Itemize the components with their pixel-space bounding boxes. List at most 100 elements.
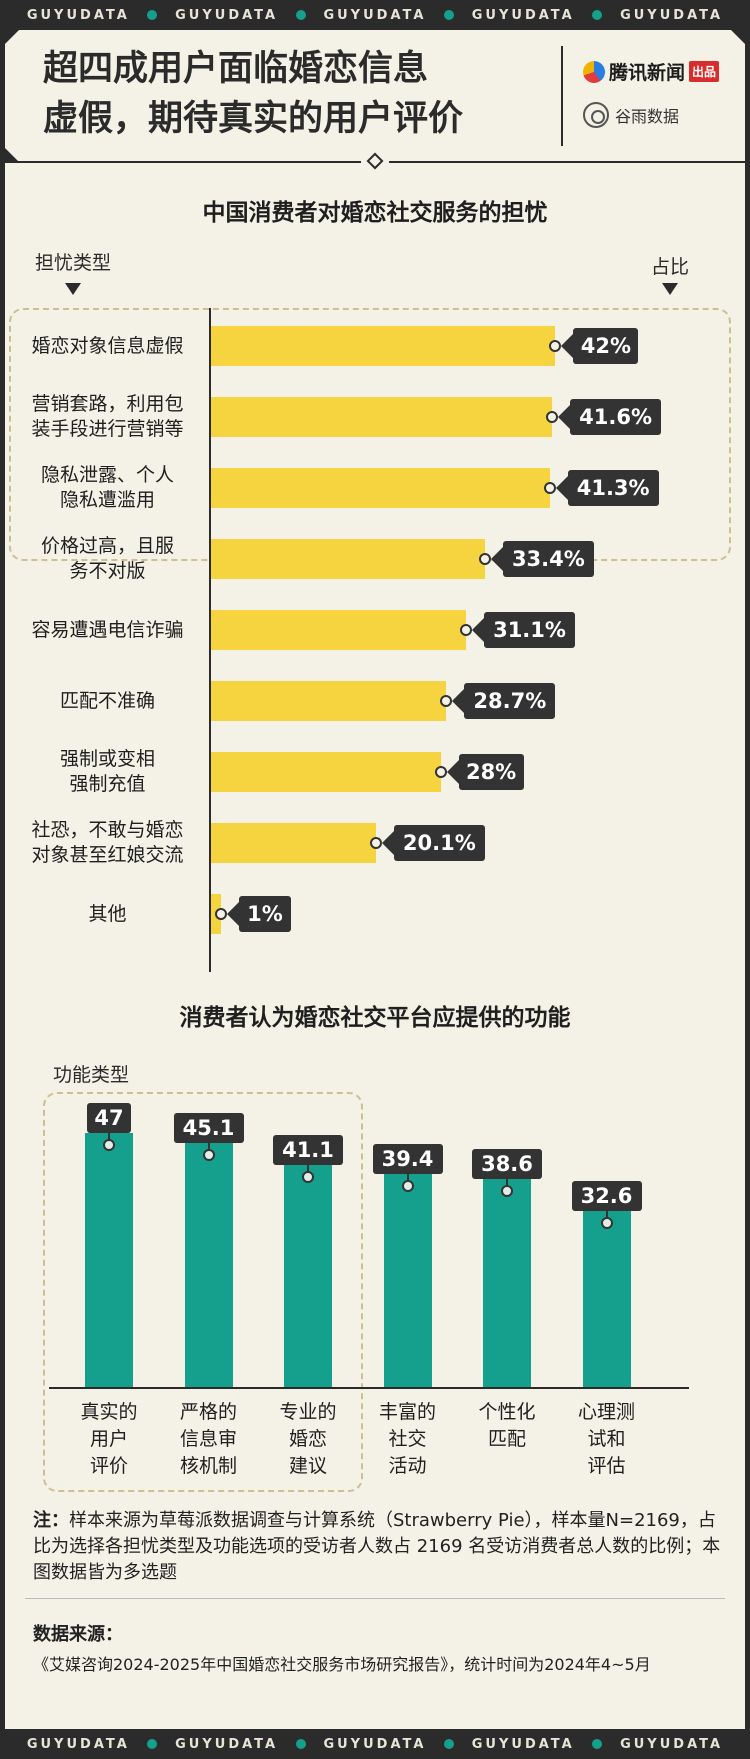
- bar: [582, 1210, 631, 1387]
- header-divider: [561, 46, 563, 146]
- infographic-panel: 超四成用户面临婚恋信息 虚假，期待真实的用户评价 腾讯新闻 出品 谷雨数据 中国…: [5, 30, 745, 1729]
- tencent-news-icon: [583, 60, 605, 83]
- header: 超四成用户面临婚恋信息 虚假，期待真实的用户评价 腾讯新闻 出品 谷雨数据: [5, 30, 745, 170]
- ribbon-dot-icon: [444, 1739, 455, 1749]
- source-text: 《艾媒咨询2024-2025年中国婚恋社交服务市场研究报告》，统计时间为2024…: [33, 1655, 651, 1674]
- value-label: 45.1: [173, 1113, 244, 1144]
- data-point-marker: [369, 837, 382, 849]
- category-label: 其他: [88, 902, 127, 925]
- title-line-1: 超四成用户面临婚恋信息: [43, 49, 429, 89]
- data-point-marker: [302, 1171, 314, 1184]
- category-label: 社恐，不敢与婚恋 对象甚至红娘交流: [31, 819, 184, 866]
- category-label: 隐私泄露、个人 隐私遭滥用: [40, 464, 174, 511]
- bar: [211, 681, 447, 721]
- ribbon-dot-icon: [592, 10, 603, 20]
- data-point-marker: [543, 482, 556, 494]
- ribbon-word: GUYUDATA: [323, 1736, 427, 1752]
- logo1-text: 腾讯新闻: [609, 62, 686, 84]
- bar: [211, 610, 467, 650]
- ribbon-dot-icon: [444, 10, 455, 20]
- value-label: 1%: [227, 896, 291, 932]
- value-connector: [108, 1133, 110, 1142]
- page-title: 超四成用户面临婚恋信息 虚假，期待真实的用户评价: [43, 44, 523, 144]
- data-point-marker: [546, 411, 559, 423]
- corner-decoration: [731, 30, 745, 44]
- data-point-marker: [103, 1139, 115, 1152]
- logo2-text: 谷雨数据: [615, 107, 680, 126]
- corner-decoration: [5, 30, 19, 44]
- value-label: 41.3%: [555, 470, 659, 506]
- category-label: 心理测 试和 评估: [577, 1401, 635, 1477]
- corner-decoration: [731, 148, 745, 162]
- bar: [211, 326, 556, 366]
- chart1-axis-line: [209, 308, 211, 972]
- category-label: 婚恋对象信息虚假: [31, 334, 184, 357]
- ribbon-dot-icon: [592, 1739, 603, 1749]
- triangle-down-icon: [65, 283, 81, 295]
- data-point-marker: [501, 1184, 513, 1197]
- bar: [184, 1143, 233, 1387]
- footnote-text: 样本来源为草莓派数据调查与计算系统（Strawberry Pie），样本量N=2…: [33, 1510, 721, 1583]
- value-connector: [307, 1165, 309, 1174]
- tencent-news-logo: 腾讯新闻 出品: [583, 58, 720, 85]
- ribbon-dot-icon: [295, 1739, 306, 1749]
- value-label: 41.6%: [558, 399, 662, 435]
- guyu-data-icon: [583, 102, 609, 128]
- data-point-marker: [440, 695, 453, 707]
- category-label: 价格过高，且服 务不对版: [40, 535, 174, 582]
- value-label: 31.1%: [472, 612, 576, 648]
- bar: [383, 1174, 432, 1387]
- chart1-category-header: 担忧类型: [35, 252, 112, 274]
- ribbon-word: GUYUDATA: [26, 1736, 130, 1752]
- value-label: 28%: [446, 754, 524, 790]
- bar: [85, 1133, 133, 1387]
- source-title: 数据来源：: [33, 1624, 123, 1645]
- ribbon-word: GUYUDATA: [323, 7, 427, 23]
- ribbon-word: GUYUDATA: [471, 7, 575, 23]
- footnote: 注：样本来源为草莓派数据调查与计算系统（Strawberry Pie），样本量N…: [33, 1508, 723, 1586]
- diamond-icon: [366, 152, 384, 170]
- ribbon-dot-icon: [147, 10, 158, 20]
- chart1-value-header: 占比: [651, 256, 690, 278]
- data-point-marker: [401, 1180, 414, 1193]
- bar: [211, 539, 485, 579]
- data-point-marker: [600, 1216, 613, 1229]
- data-point-marker: [215, 908, 227, 920]
- category-label: 严格的 信息审 核机制: [179, 1401, 237, 1477]
- data-point-marker: [434, 766, 447, 778]
- value-connector: [506, 1178, 508, 1187]
- ribbon-dot-icon: [147, 1739, 158, 1749]
- value-label: 47: [87, 1103, 131, 1134]
- value-connector: [605, 1210, 608, 1219]
- value-connector: [406, 1174, 409, 1183]
- triangle-down-icon: [662, 283, 678, 295]
- title-line-2: 虚假，期待真实的用户评价: [43, 99, 464, 139]
- ribbon-word: GUYUDATA: [26, 7, 130, 23]
- data-point-marker: [478, 553, 491, 565]
- chart2-category-header: 功能类型: [53, 1064, 130, 1086]
- top-ribbon: GUYUDATA GUYUDATA GUYUDATA GUYUDATA GUYU…: [0, 0, 750, 30]
- bar: [211, 397, 553, 437]
- corner-decoration: [5, 148, 19, 162]
- data-point-marker: [202, 1149, 215, 1162]
- category-label: 个性化 匹配: [478, 1401, 536, 1450]
- guyu-data-logo: 谷雨数据: [583, 102, 679, 128]
- header-rule: [5, 161, 361, 163]
- bar: [211, 468, 550, 508]
- bar: [211, 823, 376, 863]
- value-label: 28.7%: [452, 683, 556, 719]
- ribbon-word: GUYUDATA: [620, 1736, 724, 1752]
- category-label: 匹配不准确: [59, 689, 155, 712]
- ribbon-word: GUYUDATA: [175, 7, 279, 23]
- category-label: 丰富的 社交 活动: [378, 1401, 436, 1477]
- chart1-title: 中国消费者对婚恋社交服务的担忧: [202, 200, 548, 226]
- category-label: 强制或变相 强制充值: [59, 748, 155, 795]
- value-label: 32.6: [571, 1180, 642, 1211]
- chart2-title: 消费者认为婚恋社交平台应提供的功能: [179, 1005, 571, 1031]
- ribbon-word: GUYUDATA: [620, 7, 724, 23]
- bar: [483, 1178, 531, 1387]
- divider: [25, 1598, 725, 1599]
- value-label: 41.1: [273, 1135, 343, 1166]
- bar: [284, 1165, 332, 1387]
- chart2-axis-line: [49, 1387, 689, 1389]
